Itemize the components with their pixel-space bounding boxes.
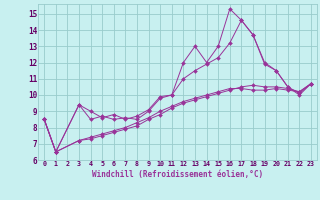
X-axis label: Windchill (Refroidissement éolien,°C): Windchill (Refroidissement éolien,°C): [92, 170, 263, 179]
